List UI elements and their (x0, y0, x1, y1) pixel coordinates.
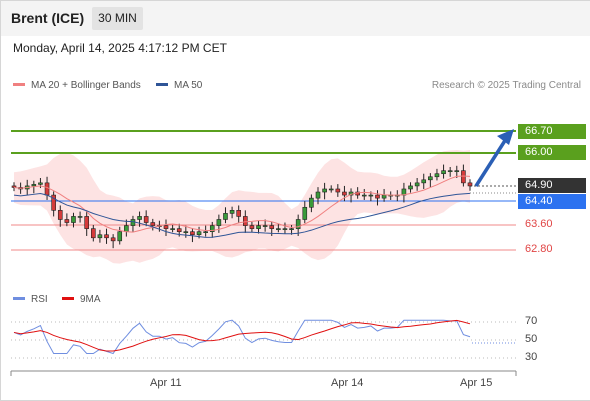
resistance-2-tag: 66.70 (518, 124, 586, 139)
rsi-swatch (13, 296, 25, 300)
rsi-line (13, 319, 471, 355)
candle-body (190, 231, 195, 236)
last-price-tag: 64.90 (518, 178, 586, 193)
candle-body (31, 184, 37, 187)
candle-body (124, 225, 129, 232)
candle-body (368, 194, 374, 197)
candle-body (51, 194, 56, 211)
candle-body (289, 228, 294, 230)
candle-body (434, 173, 440, 178)
support-2-label: 62.80 (525, 243, 553, 255)
candle-body (428, 176, 433, 181)
candle-body (276, 228, 281, 230)
candle-body (97, 234, 103, 239)
candle-body (408, 185, 413, 190)
rsi-legend-rsi: RSI (13, 294, 48, 305)
rsi-level-50: 50 (525, 333, 538, 345)
candle-body (44, 182, 50, 196)
candle-body (117, 231, 123, 242)
x-label-apr15: Apr 15 (460, 377, 493, 389)
ma20-swatch (13, 82, 25, 86)
rsi-legend-9ma: 9MA (62, 294, 101, 305)
candle-body (322, 188, 327, 193)
legend-item-ma20: MA 20 + Bollinger Bands (13, 80, 141, 91)
credit-text: Research © 2025 Trading Central (431, 80, 581, 91)
candle-body (381, 194, 387, 199)
rsi-label: RSI (31, 294, 48, 305)
candle-body (170, 228, 175, 230)
candle-body (342, 191, 347, 196)
rsi-9ma-line (13, 319, 471, 352)
candle-body (91, 228, 96, 239)
candle-body (441, 170, 446, 175)
resistance-1-tag: 66.00 (518, 145, 586, 160)
projection-arrow-shaft (474, 138, 508, 187)
ma50-swatch (156, 82, 168, 86)
candle-body (282, 228, 288, 230)
candle-body (196, 231, 202, 236)
candle-body (309, 197, 314, 208)
candle-body (361, 194, 367, 197)
candle-body (137, 216, 142, 220)
candle-body (150, 222, 156, 226)
candle-body (447, 170, 453, 172)
candle-body (236, 210, 241, 217)
ma20-line (13, 175, 471, 233)
candle-body (328, 188, 334, 191)
rsi-level-30: 30 (525, 351, 538, 363)
bollinger-band (14, 149, 470, 264)
candle-body (315, 191, 321, 199)
candle-body (461, 170, 466, 184)
candle-body (262, 225, 268, 227)
candle-body (104, 234, 109, 239)
instrument-title: Brent (ICE) (11, 10, 85, 26)
candle-body (183, 231, 189, 233)
ma50-label: MA 50 (174, 80, 203, 91)
candle-body (421, 179, 427, 184)
chart-datetime: Monday, April 14, 2025 4:17:12 PM CET (13, 41, 227, 55)
ma50-line (13, 192, 471, 238)
legend-item-ma50: MA 50 (156, 80, 202, 91)
candle-body (216, 219, 222, 226)
candle-body (176, 228, 182, 232)
candle-body (64, 219, 70, 223)
ma20-label: MA 20 + Bollinger Bands (31, 80, 141, 91)
x-label-apr11: Apr 11 (150, 377, 182, 389)
candle-body (57, 210, 63, 220)
candle-body (38, 182, 43, 185)
projection-arrow-head (497, 129, 514, 145)
x-label-apr14: Apr 14 (331, 377, 364, 389)
candle-body (163, 225, 169, 229)
candle-body (209, 225, 215, 232)
support-1-label: 63.60 (525, 218, 553, 230)
candle-body (243, 216, 248, 226)
candle-body (375, 194, 380, 199)
candle-body (229, 210, 235, 214)
bollinger-band-area (14, 149, 470, 264)
pivot-tag: 64.40 (518, 194, 586, 209)
candle-body (269, 225, 275, 229)
candle-body (295, 219, 301, 229)
rsi-level-70: 70 (525, 315, 538, 327)
candle-body (143, 216, 149, 223)
candle-body (84, 216, 89, 229)
candle-body (467, 182, 473, 187)
candle-body (223, 213, 228, 220)
candle-body (110, 237, 116, 242)
candle-body (249, 225, 255, 229)
candle-body (203, 231, 208, 233)
candle-body (130, 219, 136, 226)
candle-body (335, 188, 341, 193)
candle-body (71, 216, 76, 223)
candle-body (77, 216, 83, 218)
candle-body (256, 225, 261, 229)
candle-body (302, 206, 308, 220)
timeframe-button[interactable]: 30 MIN (92, 7, 143, 30)
candle-body (414, 182, 420, 187)
rsi-9ma-swatch (62, 296, 74, 300)
rsi-9ma-label: 9MA (80, 294, 101, 305)
candle-body (454, 170, 460, 172)
